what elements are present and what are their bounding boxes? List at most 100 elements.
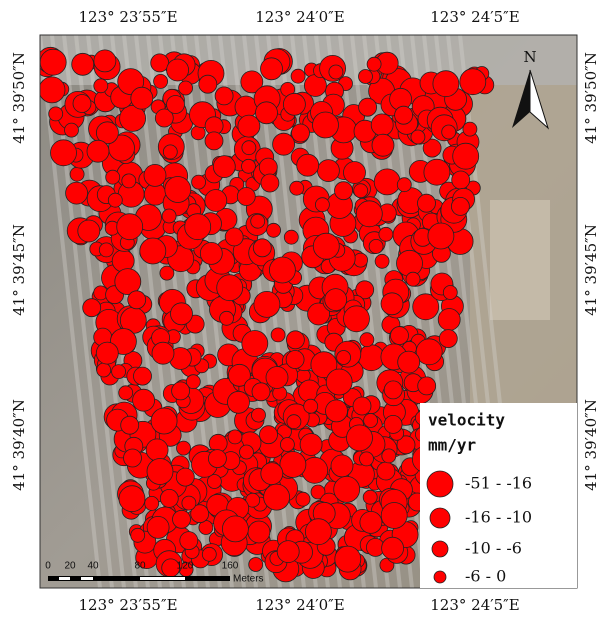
velocity-point — [99, 243, 113, 257]
velocity-point — [331, 455, 353, 477]
velocity-point — [359, 98, 377, 116]
velocity-point — [356, 201, 382, 227]
velocity-point — [131, 528, 145, 542]
velocity-point — [256, 102, 278, 124]
velocity-point — [354, 253, 368, 267]
velocity-point — [106, 170, 120, 184]
velocity-point — [433, 71, 459, 97]
top-coord-label: 123° 23′55″E — [78, 8, 177, 26]
velocity-point — [145, 496, 159, 510]
bottom-coord-label: 123° 24′5″E — [430, 596, 520, 614]
velocity-point — [133, 389, 155, 411]
velocity-point — [251, 214, 265, 228]
velocity-point — [121, 416, 139, 434]
velocity-point — [313, 233, 339, 259]
velocity-point — [374, 169, 400, 195]
velocity-point — [200, 242, 222, 264]
velocity-point — [49, 107, 63, 121]
velocity-point — [416, 339, 442, 365]
velocity-point — [140, 238, 166, 264]
velocity-point — [367, 57, 381, 71]
velocity-point — [185, 214, 211, 240]
velocity-point — [176, 468, 194, 486]
velocity-point — [360, 333, 374, 347]
velocity-point — [384, 381, 402, 399]
velocity-point — [240, 445, 254, 459]
velocity-point — [379, 227, 393, 241]
velocity-point — [271, 328, 285, 342]
velocity-point — [205, 132, 223, 150]
velocity-point — [267, 223, 281, 237]
scale-bar-segment — [59, 577, 70, 580]
velocity-point — [252, 383, 270, 401]
velocity-point — [360, 511, 382, 533]
velocity-point — [438, 309, 460, 331]
velocity-point — [220, 311, 234, 325]
velocity-point — [167, 59, 189, 81]
velocity-point — [112, 365, 126, 379]
velocity-point — [192, 175, 206, 189]
velocity-point — [151, 54, 169, 72]
velocity-point — [381, 503, 407, 529]
velocity-point — [428, 223, 454, 249]
left-coord-label: 41° 39′40″N — [10, 399, 28, 491]
velocity-point — [259, 158, 277, 176]
velocity-point — [269, 257, 295, 283]
velocity-point — [225, 228, 243, 246]
velocity-point — [249, 558, 263, 572]
velocity-point — [381, 293, 403, 315]
velocity-point — [315, 198, 329, 212]
velocity-point — [360, 452, 374, 466]
velocity-point — [337, 351, 351, 365]
velocity-point — [237, 188, 255, 206]
velocity-point — [151, 408, 177, 434]
velocity-point — [397, 250, 423, 276]
velocity-point — [134, 367, 152, 385]
velocity-point — [290, 181, 304, 195]
velocity-point — [147, 516, 169, 538]
bottom-coord-label: 123° 24′0″E — [255, 596, 345, 614]
velocity-point — [280, 438, 294, 452]
velocity-point — [284, 230, 298, 244]
velocity-point — [160, 489, 178, 507]
velocity-point — [286, 351, 304, 369]
velocity-point — [228, 391, 250, 413]
velocity-point — [199, 75, 217, 93]
velocity-point — [286, 331, 304, 349]
velocity-point — [442, 125, 456, 139]
velocity-point — [87, 140, 109, 162]
velocity-point — [418, 194, 436, 212]
velocity-point — [453, 143, 479, 169]
velocity-point — [235, 96, 257, 118]
velocity-point — [172, 382, 190, 400]
velocity-point — [119, 486, 145, 512]
velocity-point — [291, 69, 305, 83]
velocity-point — [326, 400, 348, 422]
legend-title: velocity — [428, 411, 505, 430]
velocity-point — [264, 484, 290, 510]
velocity-point — [205, 190, 227, 212]
velocity-point — [297, 154, 319, 176]
velocity-point — [354, 184, 368, 198]
north-label: N — [523, 48, 536, 66]
top-coord-label: 123° 24′0″E — [255, 8, 345, 26]
velocity-point — [119, 386, 133, 400]
velocity-point — [443, 286, 457, 300]
scale-bar-tick: 160 — [222, 561, 239, 572]
velocity-point — [154, 74, 168, 88]
velocity-point — [182, 496, 196, 510]
velocity-point — [463, 122, 477, 136]
velocity-point — [72, 53, 94, 75]
velocity-point — [51, 140, 77, 166]
right-coord-label: 41° 39′50″N — [582, 52, 600, 144]
velocity-point — [65, 123, 79, 137]
legend-symbol — [432, 541, 448, 557]
velocity-point — [177, 441, 191, 455]
velocity-point — [292, 124, 310, 142]
velocity-point — [397, 178, 411, 192]
legend-symbol — [434, 571, 446, 583]
velocity-point — [296, 492, 310, 506]
velocity-point — [162, 209, 176, 223]
scale-bar-segment — [140, 577, 185, 580]
velocity-point — [40, 49, 66, 75]
